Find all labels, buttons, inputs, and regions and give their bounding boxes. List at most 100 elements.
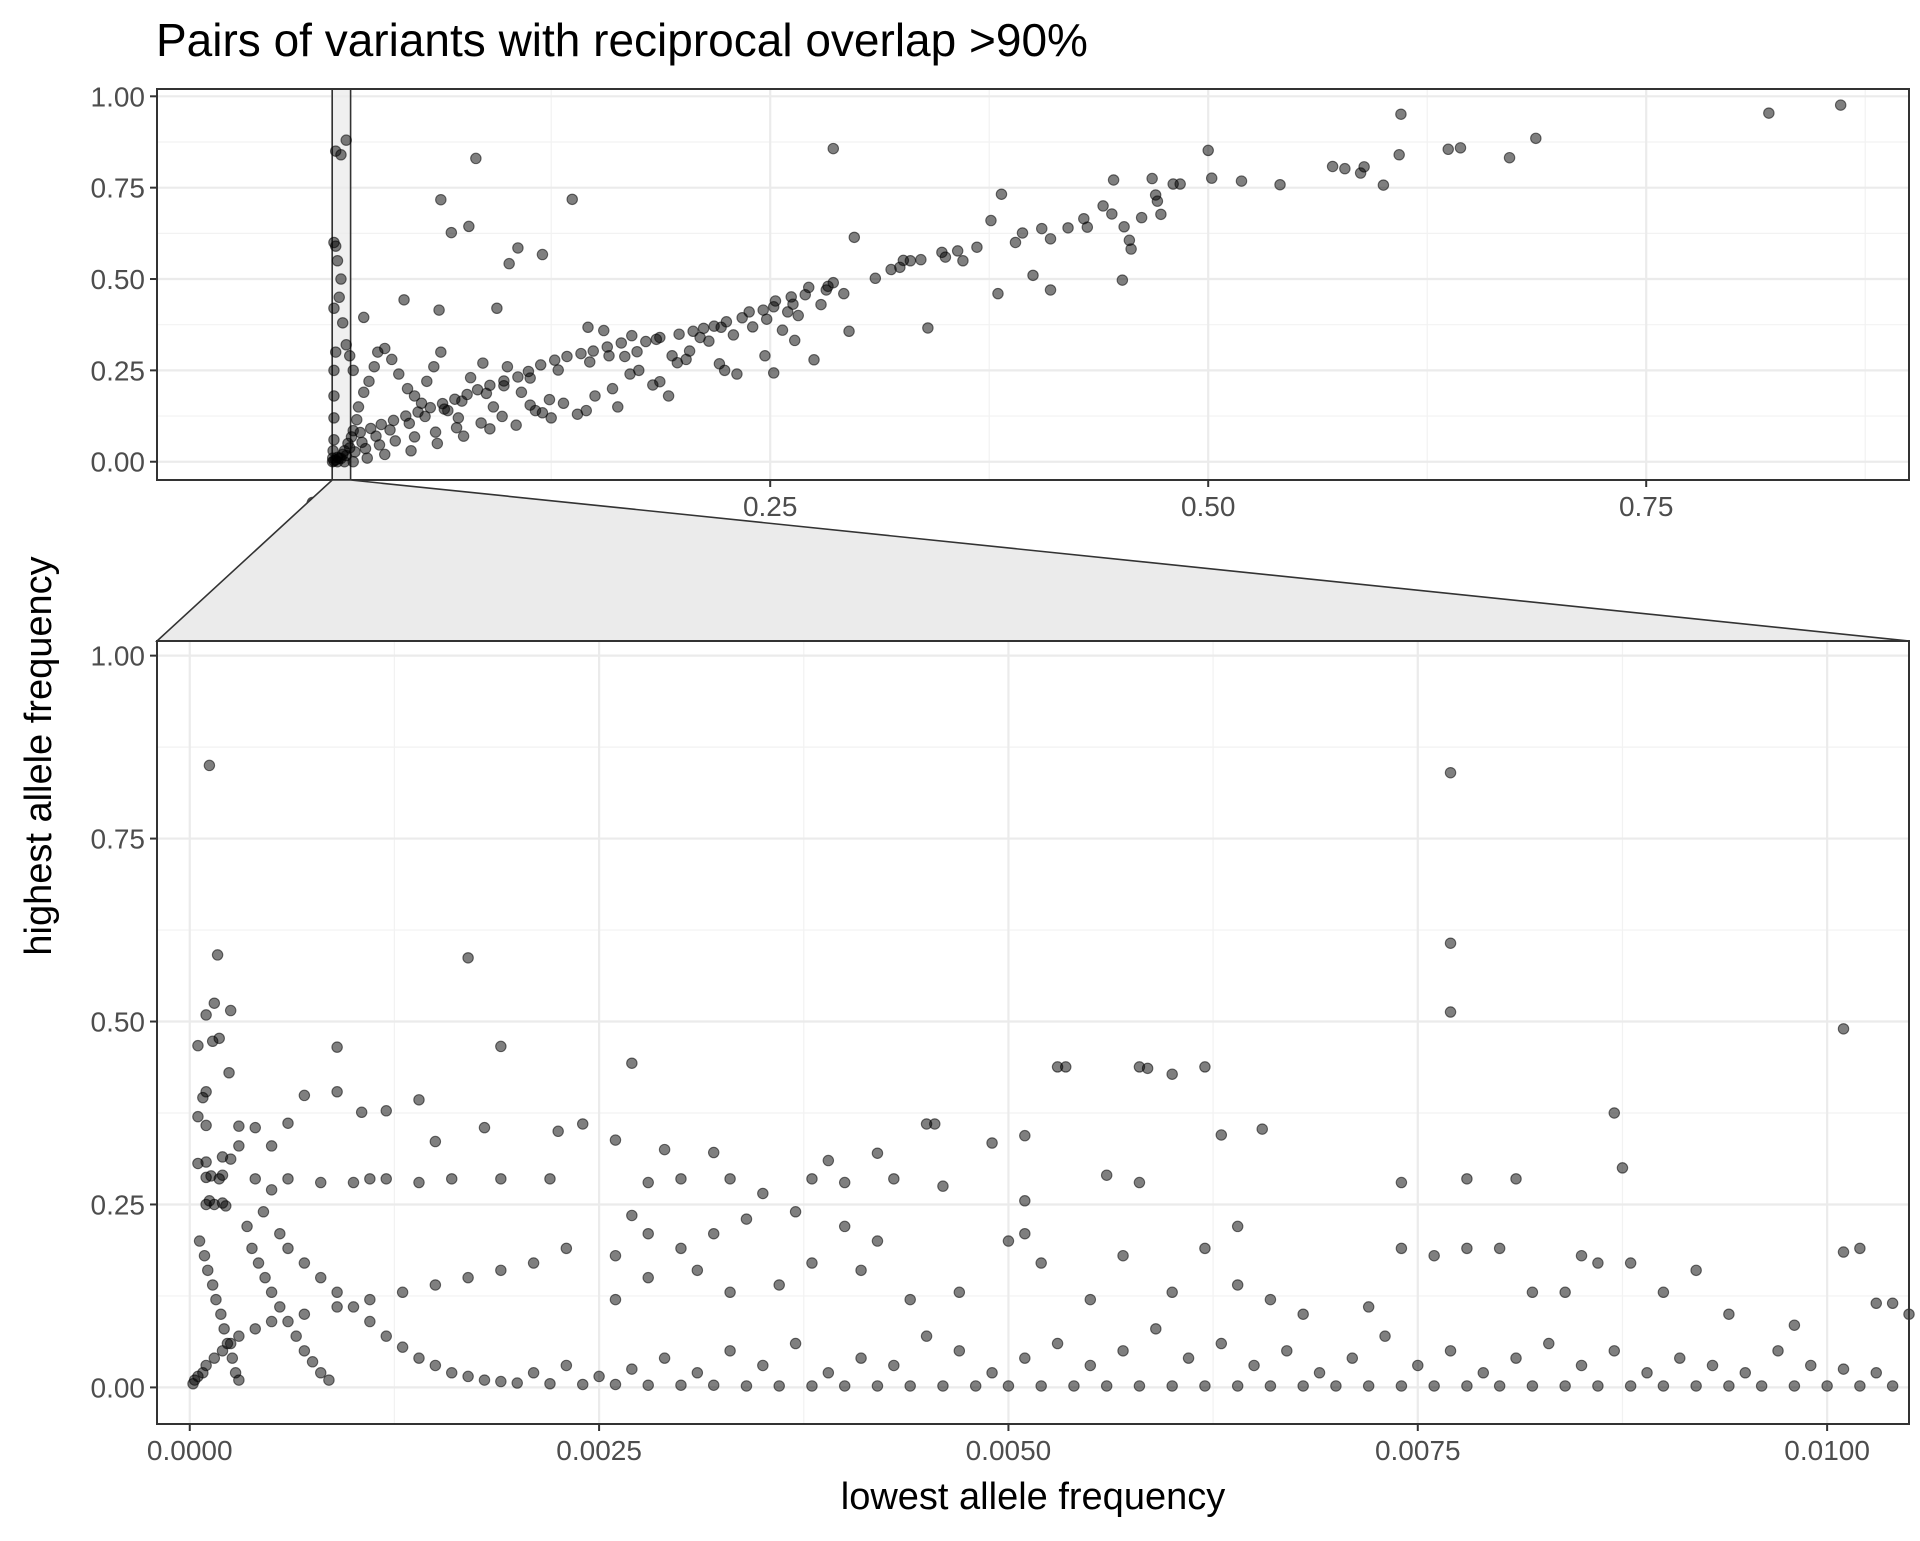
zoom-data-point	[193, 1235, 206, 1247]
zoom-data-point	[691, 1367, 704, 1379]
overview-axes: 0.000.250.500.750.000.250.500.751.00	[91, 81, 1674, 522]
zoom-data-point	[1805, 1359, 1817, 1372]
zoom-data-point	[552, 1125, 564, 1138]
overview-data-point	[843, 325, 855, 338]
zoom-data-point	[347, 1176, 360, 1189]
zoom-data-point	[380, 1330, 392, 1342]
overview-data-point	[1044, 284, 1057, 296]
overview-data-point	[848, 231, 861, 244]
overview-data-point	[1326, 160, 1339, 173]
zoom-panel: 0.0000 0.0025 0.0050 0.0075 0.0100 0.00 0.25 0.…	[91, 640, 1915, 1466]
overview-data-point	[603, 350, 615, 362]
zoom-data-point	[822, 1154, 835, 1167]
zoom-data-point	[331, 1041, 343, 1053]
overview-data-point	[580, 404, 592, 417]
zoom-data-point	[1231, 1380, 1244, 1392]
zoom-data-point	[1837, 1246, 1850, 1258]
overview-data-point	[328, 390, 340, 402]
overview-data-point	[512, 242, 524, 254]
overview-data-point	[1081, 221, 1094, 233]
zoom-data-point	[658, 1352, 671, 1364]
zoom-data-point	[1297, 1308, 1309, 1320]
zoom-data-point	[855, 1352, 867, 1364]
overview-data-point	[827, 142, 840, 155]
zoom-data-point	[265, 1315, 278, 1328]
zoom-data-point	[211, 949, 224, 961]
overview-data-point	[1354, 167, 1367, 179]
zoom-data-point	[609, 1249, 622, 1262]
overview-data-point	[1442, 143, 1454, 156]
zoom-data-point	[1330, 1380, 1342, 1392]
zoom-grid	[157, 641, 1909, 1424]
zoom-data-point	[347, 1301, 360, 1313]
zoom-data-point	[740, 1213, 753, 1225]
zoom-data-point	[1199, 1061, 1211, 1073]
chart-title: Pairs of variants with reciprocal overla…	[156, 14, 1088, 66]
zoom-data-point	[1182, 1352, 1195, 1364]
zoom-data-point	[1019, 1195, 1031, 1207]
overview-data-point	[368, 360, 380, 373]
zoom-data-point	[953, 1345, 966, 1357]
overview-data-point	[1503, 151, 1516, 164]
zoom-data-point	[331, 1086, 343, 1098]
overview-y-tick-label: 0.00	[91, 447, 146, 478]
overview-data-point	[328, 236, 340, 249]
zoom-data-point	[213, 1032, 225, 1045]
zoom-data-point	[707, 1227, 720, 1240]
overview-data-point	[1149, 189, 1162, 201]
zoom-data-point	[298, 1345, 311, 1357]
overview-data-point	[343, 350, 356, 362]
overview-data-point	[347, 455, 359, 468]
overview-data-point	[662, 390, 675, 402]
overview-data-point	[1027, 269, 1039, 282]
overview-data-point	[1395, 108, 1407, 120]
zoom-data-point	[937, 1380, 949, 1392]
zoom-data-point	[544, 1173, 556, 1185]
overview-data-point	[405, 445, 417, 457]
overview-data-point	[673, 328, 685, 340]
overview-data-point	[587, 345, 599, 357]
overview-data-point	[328, 302, 340, 315]
zoom-data-point	[707, 1379, 720, 1391]
zoom-data-point	[1788, 1319, 1801, 1331]
zoom-data-point	[203, 759, 216, 772]
zoom-data-point	[208, 997, 221, 1009]
overview-data-point	[428, 360, 440, 373]
overview-data-point	[589, 390, 601, 402]
zoom-data-point	[1870, 1367, 1883, 1379]
overview-data-point	[915, 253, 927, 266]
overview-data-point	[939, 251, 952, 263]
zoom-data-point	[642, 1271, 654, 1284]
zoom-data-point	[757, 1187, 769, 1200]
overview-x-tick-label: 0.25	[743, 491, 798, 522]
zoom-x-tick-label: 0.0050	[966, 1435, 1052, 1466]
zoom-data-point	[1133, 1380, 1146, 1392]
zoom-data-point	[462, 1370, 474, 1383]
overview-data-point	[347, 424, 359, 437]
zoom-data-point	[1690, 1380, 1702, 1392]
x-axis-title: lowest allele frequency	[841, 1476, 1225, 1518]
zoom-data-point	[1706, 1359, 1719, 1372]
zoom-data-point	[904, 1293, 916, 1306]
overview-data-point	[1454, 142, 1467, 154]
zoom-data-point	[1150, 1323, 1162, 1335]
zoom-data-point	[187, 1378, 199, 1390]
zoom-data-point	[1002, 1380, 1015, 1392]
overview-data-point	[615, 337, 628, 349]
overview-data-point	[1118, 221, 1130, 233]
overview-data-point	[484, 423, 496, 435]
zoom-data-point	[495, 1173, 507, 1185]
zoom-data-point	[413, 1352, 425, 1364]
zoom-data-point	[1035, 1257, 1047, 1269]
zoom-points	[187, 759, 1915, 1392]
overview-data-point	[545, 412, 557, 424]
overview-data-point	[477, 357, 489, 369]
overview-data-point	[491, 302, 503, 315]
zoom-data-point	[904, 1380, 916, 1392]
zoom-data-point	[216, 1169, 229, 1181]
zoom-data-point	[871, 1147, 884, 1159]
zoom-data-point	[215, 1308, 227, 1320]
overview-data-point	[384, 424, 396, 436]
zoom-data-point	[445, 1367, 458, 1379]
